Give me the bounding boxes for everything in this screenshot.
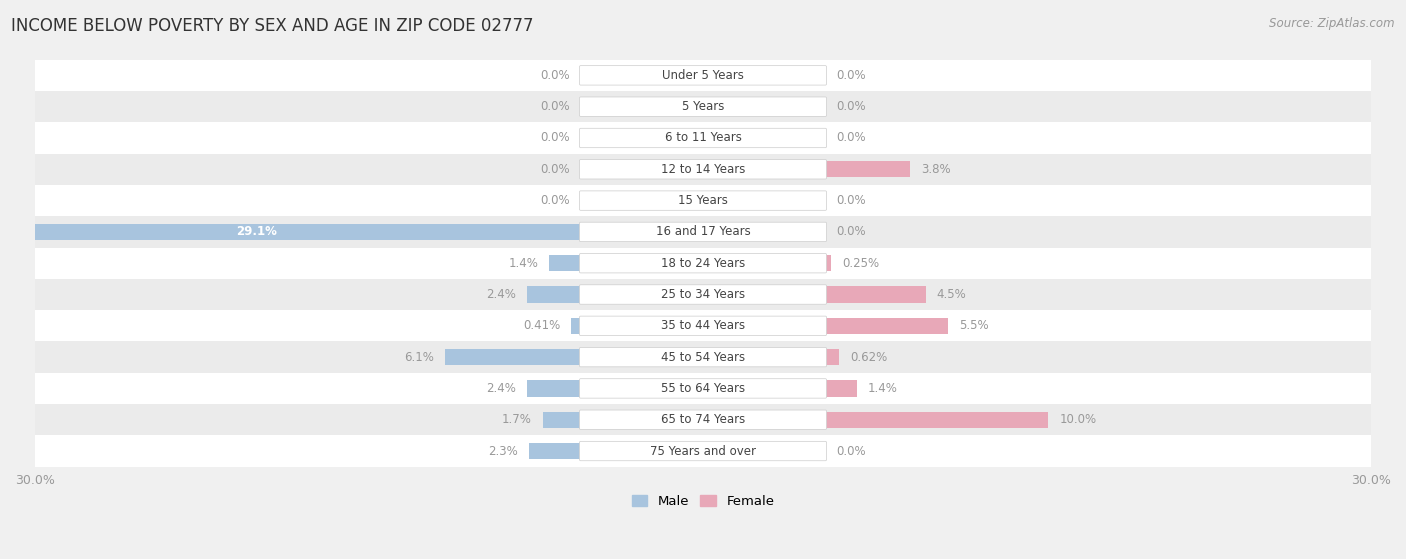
Text: 0.0%: 0.0% [837,194,866,207]
Bar [527,286,581,302]
Bar [529,443,581,459]
FancyBboxPatch shape [579,379,827,398]
Text: 0.0%: 0.0% [837,444,866,457]
Text: 0.41%: 0.41% [523,319,560,332]
FancyBboxPatch shape [35,122,1371,154]
Text: Source: ZipAtlas.com: Source: ZipAtlas.com [1270,17,1395,30]
Text: 5 Years: 5 Years [682,100,724,113]
FancyBboxPatch shape [35,91,1371,122]
FancyBboxPatch shape [35,60,1371,91]
Text: 0.0%: 0.0% [837,100,866,113]
Text: 18 to 24 Years: 18 to 24 Years [661,257,745,269]
FancyBboxPatch shape [35,342,1371,373]
FancyBboxPatch shape [579,253,827,273]
FancyBboxPatch shape [579,316,827,335]
Bar [825,161,910,177]
FancyBboxPatch shape [35,216,1371,248]
Bar [543,411,581,428]
FancyBboxPatch shape [579,65,827,85]
Bar [825,286,925,302]
Text: 4.5%: 4.5% [936,288,966,301]
FancyBboxPatch shape [579,222,827,241]
Text: 12 to 14 Years: 12 to 14 Years [661,163,745,176]
Text: 6.1%: 6.1% [404,350,433,363]
Bar [527,380,581,396]
Text: 65 to 74 Years: 65 to 74 Years [661,413,745,426]
Text: 6 to 11 Years: 6 to 11 Years [665,131,741,144]
Text: 75 Years and over: 75 Years and over [650,444,756,457]
FancyBboxPatch shape [35,373,1371,404]
Bar [825,318,948,334]
FancyBboxPatch shape [579,442,827,461]
Text: 16 and 17 Years: 16 and 17 Years [655,225,751,238]
FancyBboxPatch shape [579,159,827,179]
Text: 0.0%: 0.0% [540,131,569,144]
Text: 0.0%: 0.0% [540,69,569,82]
Text: 10.0%: 10.0% [1059,413,1097,426]
Bar [0,224,581,240]
FancyBboxPatch shape [35,185,1371,216]
Text: 5.5%: 5.5% [959,319,988,332]
Text: 1.4%: 1.4% [509,257,538,269]
Text: 0.0%: 0.0% [540,100,569,113]
Bar [825,380,856,396]
FancyBboxPatch shape [35,279,1371,310]
FancyBboxPatch shape [579,191,827,210]
Text: 2.4%: 2.4% [486,288,516,301]
FancyBboxPatch shape [35,310,1371,342]
FancyBboxPatch shape [35,248,1371,279]
FancyBboxPatch shape [579,128,827,148]
FancyBboxPatch shape [579,97,827,116]
FancyBboxPatch shape [35,435,1371,467]
Text: 1.4%: 1.4% [868,382,897,395]
Text: 55 to 64 Years: 55 to 64 Years [661,382,745,395]
Bar [825,255,831,271]
Text: 35 to 44 Years: 35 to 44 Years [661,319,745,332]
Text: 0.0%: 0.0% [540,163,569,176]
Legend: Male, Female: Male, Female [626,490,780,513]
FancyBboxPatch shape [35,154,1371,185]
Text: 1.7%: 1.7% [502,413,531,426]
Text: 15 Years: 15 Years [678,194,728,207]
Text: 0.0%: 0.0% [837,225,866,238]
FancyBboxPatch shape [579,410,827,429]
Text: 0.0%: 0.0% [837,69,866,82]
Bar [550,255,581,271]
Text: 3.8%: 3.8% [921,163,950,176]
Bar [444,349,581,365]
Text: 2.4%: 2.4% [486,382,516,395]
Text: 25 to 34 Years: 25 to 34 Years [661,288,745,301]
Text: 0.0%: 0.0% [837,131,866,144]
FancyBboxPatch shape [579,347,827,367]
Bar [825,411,1047,428]
FancyBboxPatch shape [35,404,1371,435]
Text: 29.1%: 29.1% [236,225,277,238]
Bar [825,349,839,365]
Text: INCOME BELOW POVERTY BY SEX AND AGE IN ZIP CODE 02777: INCOME BELOW POVERTY BY SEX AND AGE IN Z… [11,17,534,35]
Text: 0.0%: 0.0% [540,194,569,207]
Text: 0.62%: 0.62% [851,350,887,363]
Text: Under 5 Years: Under 5 Years [662,69,744,82]
Text: 0.25%: 0.25% [842,257,879,269]
Bar [571,318,581,334]
Text: 45 to 54 Years: 45 to 54 Years [661,350,745,363]
FancyBboxPatch shape [579,285,827,304]
Text: 2.3%: 2.3% [488,444,519,457]
